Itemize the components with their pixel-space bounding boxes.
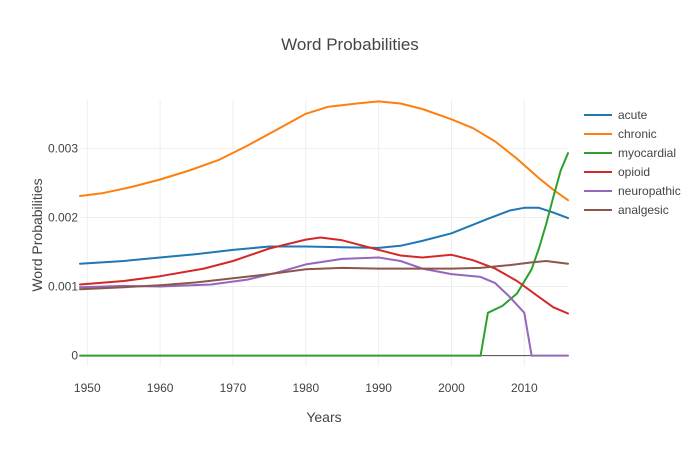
y-tick-label: 0 (71, 349, 78, 363)
y-axis-label: Word Probabilities (29, 178, 45, 291)
y-tick-label: 0.002 (48, 210, 78, 224)
series-layer (79, 100, 569, 357)
x-tick-label: 1970 (220, 381, 247, 395)
series-line-acute (79, 206, 569, 265)
x-tick-label: 2000 (438, 381, 465, 395)
legend[interactable]: acute chronic myocardial opioid neuropathic a… (584, 108, 681, 217)
legend-item-neuropathic[interactable]: neuropathic (584, 184, 681, 198)
x-axis-ticks: 1950 1960 1970 1980 1990 2000 2010 (74, 381, 538, 395)
legend-label: myocardial (618, 146, 676, 160)
x-tick-label: 1960 (147, 381, 174, 395)
legend-label: opioid (618, 165, 650, 179)
x-axis-label: Years (306, 409, 341, 425)
x-tick-label: 1990 (365, 381, 392, 395)
series-line-analgesic (79, 260, 569, 291)
series-line-myocardial (79, 152, 569, 357)
legend-label: chronic (618, 127, 657, 141)
grid-lines (80, 100, 568, 366)
series-line-opioid (79, 236, 569, 315)
series-line-neuropathic (79, 256, 569, 357)
legend-item-acute[interactable]: acute (584, 108, 648, 122)
legend-label: neuropathic (618, 184, 681, 198)
x-tick-label: 1980 (292, 381, 319, 395)
chart-title: Word Probabilities (281, 35, 419, 54)
legend-item-myocardial[interactable]: myocardial (584, 146, 676, 160)
legend-item-analgesic[interactable]: analgesic (584, 203, 669, 217)
legend-label: analgesic (618, 203, 669, 217)
y-tick-label: 0.003 (48, 141, 78, 155)
y-tick-label: 0.001 (48, 280, 78, 294)
legend-item-opioid[interactable]: opioid (584, 165, 650, 179)
series-line-chronic (79, 100, 569, 202)
x-tick-label: 1950 (74, 381, 101, 395)
x-tick-label: 2010 (511, 381, 538, 395)
y-axis-ticks: 0 0.001 0.002 0.003 (48, 141, 78, 362)
legend-label: acute (618, 108, 648, 122)
legend-item-chronic[interactable]: chronic (584, 127, 657, 141)
